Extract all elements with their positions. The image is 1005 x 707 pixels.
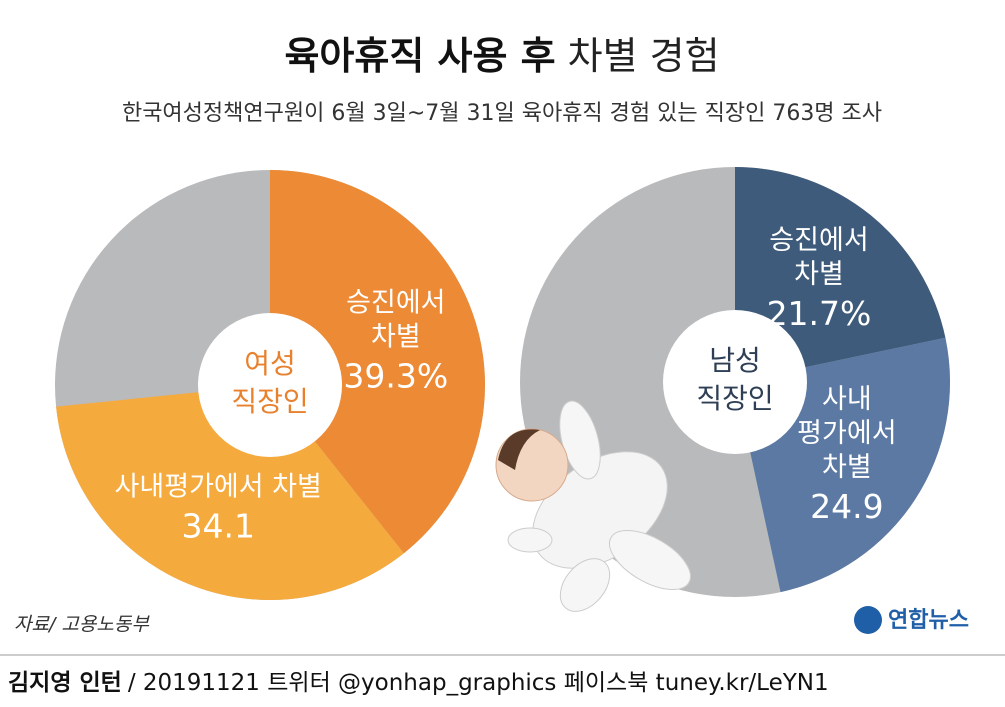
subtitle: 한국여성정책연구원이 6월 3일~7월 31일 육아휴직 경험 있는 직장인 7… bbox=[122, 101, 882, 126]
slice-value: 39.3% bbox=[343, 357, 448, 396]
pie-slice bbox=[270, 170, 486, 554]
footer-info: / 20191121 트위터 @yonhap_graphics 페이스북 tun… bbox=[128, 670, 829, 696]
slice-value: 34.1 bbox=[181, 506, 254, 545]
slice-label: 차별 bbox=[371, 322, 421, 353]
slice-label: 사내평가에서 차별 bbox=[115, 471, 322, 502]
pie-center-label: 직장인 bbox=[231, 385, 308, 418]
pie-center-label: 남성 bbox=[709, 344, 761, 377]
pie-slice bbox=[56, 385, 404, 600]
title-bold: 육아휴직 사용 후 bbox=[284, 34, 555, 78]
slice-value: 24.9 bbox=[810, 487, 883, 526]
pie-hole bbox=[663, 310, 807, 454]
slice-label: 승진에서 bbox=[346, 288, 445, 319]
logo: 연합뉴스 bbox=[854, 606, 969, 634]
pie-slice bbox=[735, 167, 946, 382]
slice-label: 사내 bbox=[822, 384, 872, 415]
slice-label: 차별 bbox=[794, 259, 844, 290]
logo-text: 연합뉴스 bbox=[888, 607, 969, 633]
footer: 김지영 인턴/ 20191121 트위터 @yonhap_graphics 페이… bbox=[8, 670, 829, 696]
pie-center-label: 여성 bbox=[244, 347, 296, 380]
title-regular: 차별 경험 bbox=[568, 34, 720, 78]
title: 육아휴직 사용 후 차별 경험 bbox=[284, 34, 719, 78]
slice-label: 평가에서 bbox=[797, 418, 896, 449]
source: 자료/ 고용노동부 bbox=[14, 614, 150, 636]
slice-label: 승진에서 bbox=[769, 225, 868, 256]
footer-author: 김지영 인턴 bbox=[8, 670, 122, 696]
pie-hole bbox=[198, 313, 342, 457]
slice-label: 차별 bbox=[822, 452, 872, 483]
baby-illustration bbox=[495, 400, 691, 612]
pie-center-label: 직장인 bbox=[696, 382, 773, 415]
slice-value: 21.7% bbox=[767, 294, 872, 333]
